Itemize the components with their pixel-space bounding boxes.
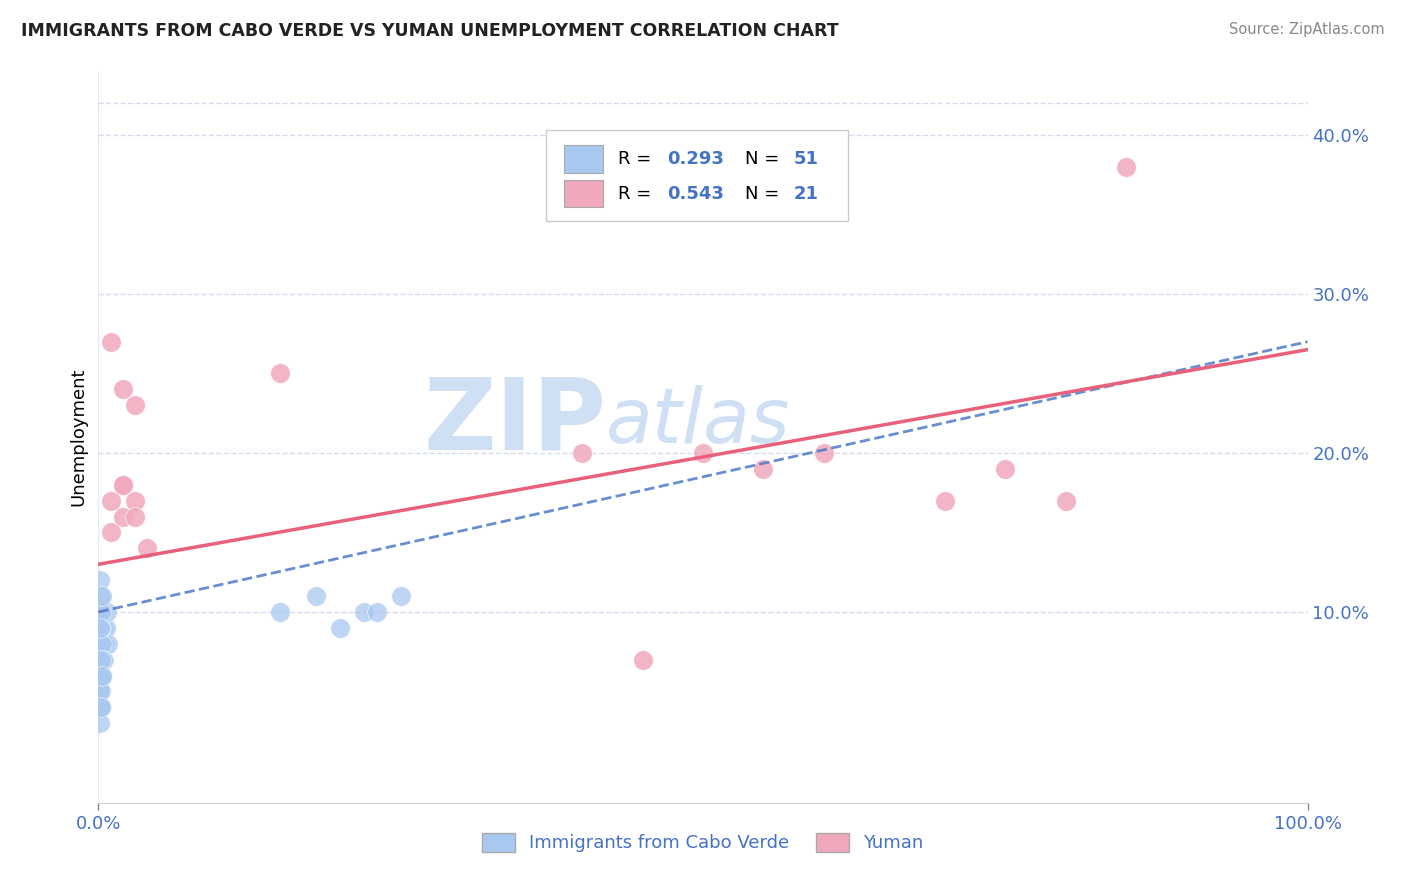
Point	[90, 605, 112, 619]
Point	[631, 653, 654, 667]
Point	[91, 637, 114, 651]
Point	[100, 334, 122, 349]
Point	[135, 541, 157, 556]
Point	[692, 446, 714, 460]
Point	[91, 653, 114, 667]
Point	[89, 653, 111, 667]
Point	[366, 605, 388, 619]
Point	[91, 637, 114, 651]
Point	[97, 637, 120, 651]
Point	[90, 637, 112, 651]
Point	[90, 700, 112, 714]
Point	[89, 637, 111, 651]
Point	[89, 684, 111, 698]
Point	[389, 589, 412, 603]
Point	[89, 589, 111, 603]
Point	[100, 525, 122, 540]
Point	[91, 605, 114, 619]
Y-axis label: Unemployment: Unemployment	[69, 368, 87, 507]
Point	[90, 700, 112, 714]
Point	[752, 462, 775, 476]
Point	[89, 637, 111, 651]
Point	[94, 621, 117, 635]
Text: 0.293: 0.293	[666, 150, 724, 168]
Text: R =: R =	[619, 185, 658, 202]
Point	[813, 446, 835, 460]
Point	[100, 493, 122, 508]
Point	[934, 493, 956, 508]
Legend: Immigrants from Cabo Verde, Yuman: Immigrants from Cabo Verde, Yuman	[475, 826, 931, 860]
Point	[91, 668, 114, 682]
Text: R =: R =	[619, 150, 658, 168]
FancyBboxPatch shape	[564, 145, 603, 173]
Point	[353, 605, 375, 619]
Point	[89, 573, 111, 587]
Point	[269, 605, 291, 619]
Point	[90, 621, 112, 635]
Text: N =: N =	[745, 185, 786, 202]
Point	[124, 398, 146, 412]
Point	[89, 684, 111, 698]
Point	[90, 668, 112, 682]
FancyBboxPatch shape	[564, 179, 603, 208]
Point	[89, 621, 111, 635]
Point	[90, 684, 112, 698]
Point	[89, 668, 111, 682]
Point	[124, 509, 146, 524]
Point	[111, 477, 134, 491]
Point	[89, 700, 111, 714]
Point	[91, 621, 114, 635]
Text: IMMIGRANTS FROM CABO VERDE VS YUMAN UNEMPLOYMENT CORRELATION CHART: IMMIGRANTS FROM CABO VERDE VS YUMAN UNEM…	[21, 22, 839, 40]
Point	[329, 621, 352, 635]
FancyBboxPatch shape	[546, 130, 848, 221]
Point	[90, 621, 112, 635]
Point	[90, 653, 112, 667]
Point	[1054, 493, 1077, 508]
Text: atlas: atlas	[606, 385, 790, 459]
Point	[305, 589, 328, 603]
Point	[96, 605, 118, 619]
Point	[91, 653, 114, 667]
Point	[90, 653, 112, 667]
Point	[111, 477, 134, 491]
Point	[111, 509, 134, 524]
Point	[91, 653, 114, 667]
Point	[91, 621, 114, 635]
Text: Source: ZipAtlas.com: Source: ZipAtlas.com	[1229, 22, 1385, 37]
Text: N =: N =	[745, 150, 786, 168]
Point	[91, 589, 114, 603]
Point	[91, 637, 114, 651]
Point	[89, 621, 111, 635]
Point	[89, 716, 111, 731]
Point	[91, 668, 114, 682]
Point	[1115, 160, 1137, 174]
Point	[90, 684, 112, 698]
Point	[89, 653, 111, 667]
Text: 21: 21	[793, 185, 818, 202]
Point	[93, 637, 115, 651]
Text: 0.543: 0.543	[666, 185, 724, 202]
Point	[994, 462, 1017, 476]
Text: 51: 51	[793, 150, 818, 168]
Point	[90, 668, 112, 682]
Point	[93, 653, 115, 667]
Point	[89, 668, 111, 682]
Point	[111, 383, 134, 397]
Point	[89, 605, 111, 619]
Text: ZIP: ZIP	[423, 374, 606, 471]
Point	[90, 605, 112, 619]
Point	[124, 493, 146, 508]
Point	[269, 367, 291, 381]
Point	[571, 446, 593, 460]
